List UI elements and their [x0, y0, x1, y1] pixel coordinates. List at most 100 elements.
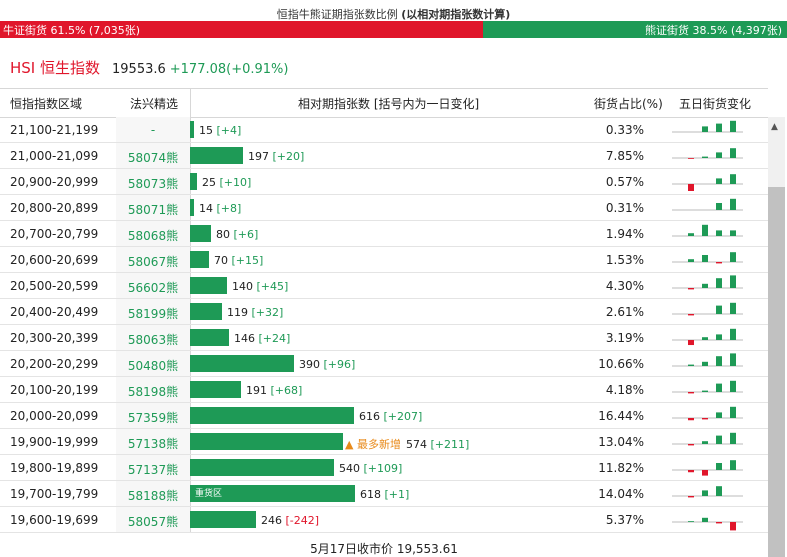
share-cell: 1.53%	[605, 253, 644, 267]
count-value: 119	[227, 306, 248, 319]
count-delta: [-242]	[285, 514, 320, 527]
scrollbar[interactable]: ▲	[768, 117, 785, 557]
table-row: 21,100-21,199 - 15 [+4] 0.33%	[0, 117, 768, 143]
count-bar	[190, 355, 294, 372]
count-delta: [+207]	[383, 410, 423, 423]
trend-bar	[688, 340, 694, 346]
pick-code-link[interactable]: 58057熊	[127, 515, 179, 529]
trend-bar	[688, 184, 694, 191]
count-bar	[190, 121, 194, 138]
scrollbar-thumb[interactable]	[768, 187, 785, 557]
table-row: 20,500-20,599 56602熊 140 [+45] 4.30%	[0, 273, 768, 299]
pick-code-link[interactable]: 58074熊	[127, 151, 179, 165]
pick-code-link[interactable]: 58071熊	[127, 203, 179, 217]
trend-bar	[702, 517, 708, 522]
pick-cell-bg	[116, 195, 190, 220]
pick-code-link[interactable]: 58073熊	[127, 177, 179, 191]
count-bar	[190, 225, 211, 242]
range-cell: 19,700-19,799	[10, 487, 99, 501]
five-day-trend-chart	[672, 252, 743, 264]
pick-cell-bg	[116, 507, 190, 532]
trend-bar	[716, 305, 722, 314]
trend-bar	[730, 252, 736, 262]
trend-bar	[716, 230, 722, 236]
count-cell: 390 [+96]	[299, 358, 355, 371]
trend-bar	[716, 334, 722, 340]
trend-bar	[688, 233, 694, 236]
count-bar	[190, 459, 334, 476]
table-row: 19,900-19,999 57138熊 ▲ 最多新增 574 [+211] 13.04…	[0, 429, 768, 455]
close-price-note: 5月17日收市价 19,553.61	[310, 542, 458, 556]
count-delta: [+109]	[363, 462, 403, 475]
count-cell: 616 [+207]	[359, 410, 422, 423]
count-bar	[190, 407, 354, 424]
pick-code-link[interactable]: 57137熊	[127, 463, 179, 477]
count-delta: [+15]	[231, 254, 264, 267]
pick-cell-bg	[116, 273, 190, 298]
scroll-up-icon[interactable]: ▲	[771, 122, 778, 132]
trend-bar	[716, 262, 722, 264]
trend-bar	[730, 353, 736, 366]
range-cell: 20,900-20,999	[10, 175, 99, 189]
count-value: 390	[299, 358, 320, 371]
five-day-trend-chart	[672, 486, 743, 498]
five-day-trend-chart	[672, 460, 743, 476]
range-cell: 20,300-20,399	[10, 331, 99, 345]
trend-bar	[716, 356, 722, 366]
pick-code-link[interactable]: 58067熊	[127, 255, 179, 269]
trend-bar	[730, 198, 736, 210]
trend-bar	[730, 275, 736, 288]
trend-bar	[716, 278, 722, 288]
title-note: (以相对期指张数计算)	[401, 8, 511, 21]
trend-bar	[688, 521, 694, 522]
pick-cell-bg	[116, 143, 190, 168]
bear-segment: 熊证街货 38.5% (4,397张)	[483, 21, 787, 38]
most-added-tag: ▲ 最多新增	[345, 438, 401, 451]
trend-bar	[688, 158, 694, 159]
pick-code-link[interactable]: 56602熊	[127, 281, 179, 295]
count-value: 14	[199, 202, 213, 215]
trend-bar	[688, 496, 694, 498]
share-cell: 14.04%	[598, 487, 644, 501]
count-delta: [+211]	[430, 438, 470, 451]
table-body: 21,100-21,199 - 15 [+4] 0.33% 21,000-21,099 5…	[0, 117, 768, 533]
trend-bar	[702, 418, 708, 420]
share-cell: 16.44%	[598, 409, 644, 423]
trend-bar	[702, 156, 708, 158]
count-bar	[190, 433, 343, 450]
share-cell: 5.37%	[605, 513, 644, 527]
pick-code-link[interactable]: 58068熊	[127, 229, 179, 243]
pick-code-link[interactable]: 57359熊	[127, 411, 179, 425]
header-range: 恒指指数区域	[10, 97, 83, 111]
count-bar	[190, 251, 209, 268]
count-bar	[190, 173, 197, 190]
pick-code-link[interactable]: 58063熊	[127, 333, 179, 347]
pick-code-link[interactable]: 58188熊	[127, 489, 179, 503]
range-cell: 21,100-21,199	[10, 123, 99, 137]
count-delta: [+6]	[233, 228, 259, 241]
five-day-trend-chart	[672, 432, 743, 446]
pick-code-link[interactable]: 58199熊	[127, 307, 179, 321]
range-cell: 19,800-19,899	[10, 461, 99, 475]
count-value: 70	[214, 254, 228, 267]
pick-cell-bg	[116, 221, 190, 246]
pick-code-link[interactable]: 58198熊	[127, 385, 179, 399]
five-day-trend-chart	[672, 380, 743, 394]
count-cell: 191 [+68]	[246, 384, 302, 397]
trend-bar	[688, 418, 694, 421]
count-bar	[190, 277, 227, 294]
count-bar	[190, 303, 222, 320]
count-delta: [+8]	[216, 202, 242, 215]
count-delta: [+68]	[270, 384, 303, 397]
trend-bar	[716, 152, 722, 158]
table-row: 21,000-21,099 58074熊 197 [+20] 7.85%	[0, 143, 768, 169]
share-cell: 3.19%	[605, 331, 644, 345]
pick-code-link[interactable]: 57138熊	[127, 437, 179, 451]
range-cell: 20,100-20,199	[10, 383, 99, 397]
count-cell: 15 [+4]	[199, 124, 241, 137]
index-name[interactable]: HSI 恒生指数	[10, 59, 100, 77]
count-cell: 119 [+32]	[227, 306, 283, 319]
pick-cell-bg	[116, 117, 190, 142]
share-cell: 7.85%	[605, 149, 644, 163]
pick-code-link[interactable]: 50480熊	[127, 359, 179, 373]
